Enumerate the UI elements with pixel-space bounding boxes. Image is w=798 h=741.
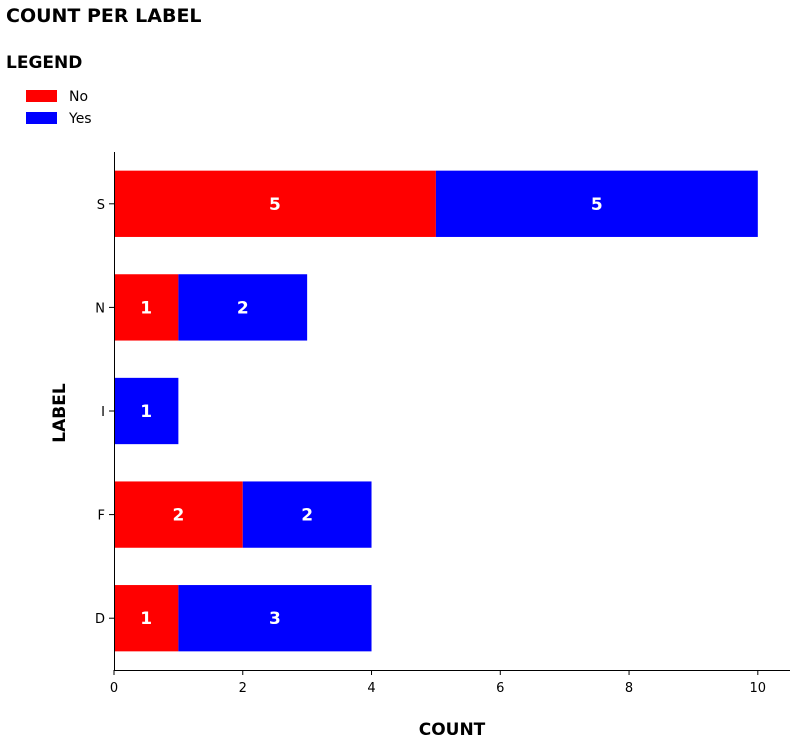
bar-d-no (114, 585, 179, 652)
x-tick-label: 2 (239, 681, 247, 696)
legend-label-yes: Yes (68, 111, 92, 127)
bar-label-f-yes: 2 (301, 506, 313, 526)
bars (114, 170, 758, 652)
bar-label-s-no: 5 (269, 195, 281, 215)
x-ticks: 0 2 4 6 8 10 (110, 670, 766, 696)
legend-swatch-no (26, 90, 57, 102)
x-tick-label: 0 (110, 681, 118, 696)
bar-label-d-yes: 3 (269, 609, 281, 629)
y-ticks: D F I N S (95, 198, 114, 627)
y-tick-label: N (95, 301, 105, 316)
y-tick-label: D (95, 612, 105, 627)
bar-s-no (114, 170, 436, 237)
x-tick-label: 4 (367, 681, 375, 696)
bar-n-yes (178, 274, 308, 341)
bar-d-yes (178, 585, 372, 652)
chart-title: COUNT PER LABEL (6, 5, 202, 27)
y-axis-label: LABEL (50, 383, 70, 443)
y-tick-label: F (98, 509, 105, 524)
bar-f-no (114, 481, 243, 548)
bar-label-n-no: 1 (140, 298, 152, 318)
bar-label-i-yes: 1 (140, 402, 152, 422)
y-tick-label: S (97, 198, 105, 213)
y-tick-label: I (101, 405, 105, 420)
bar-label-f-no: 2 (172, 506, 184, 526)
bar-s-yes (435, 170, 758, 237)
legend-swatch-yes (26, 112, 57, 124)
bar-label-d-no: 1 (140, 609, 152, 629)
x-tick-label: 6 (496, 681, 504, 696)
bar-label-s-yes: 5 (591, 195, 603, 215)
bar-f-yes (242, 481, 372, 548)
bar-n-no (114, 274, 179, 341)
x-tick-label: 8 (625, 681, 633, 696)
bar-labels: 1 3 2 2 1 1 2 5 5 (140, 195, 603, 629)
legend-title: LEGEND (6, 53, 82, 73)
bar-label-n-yes: 2 (237, 298, 249, 318)
legend-label-no: No (69, 89, 88, 105)
x-axis-label: COUNT (419, 720, 486, 740)
bar-i-yes (114, 377, 179, 445)
legend: No Yes (26, 89, 92, 127)
x-tick-label: 10 (750, 681, 767, 696)
